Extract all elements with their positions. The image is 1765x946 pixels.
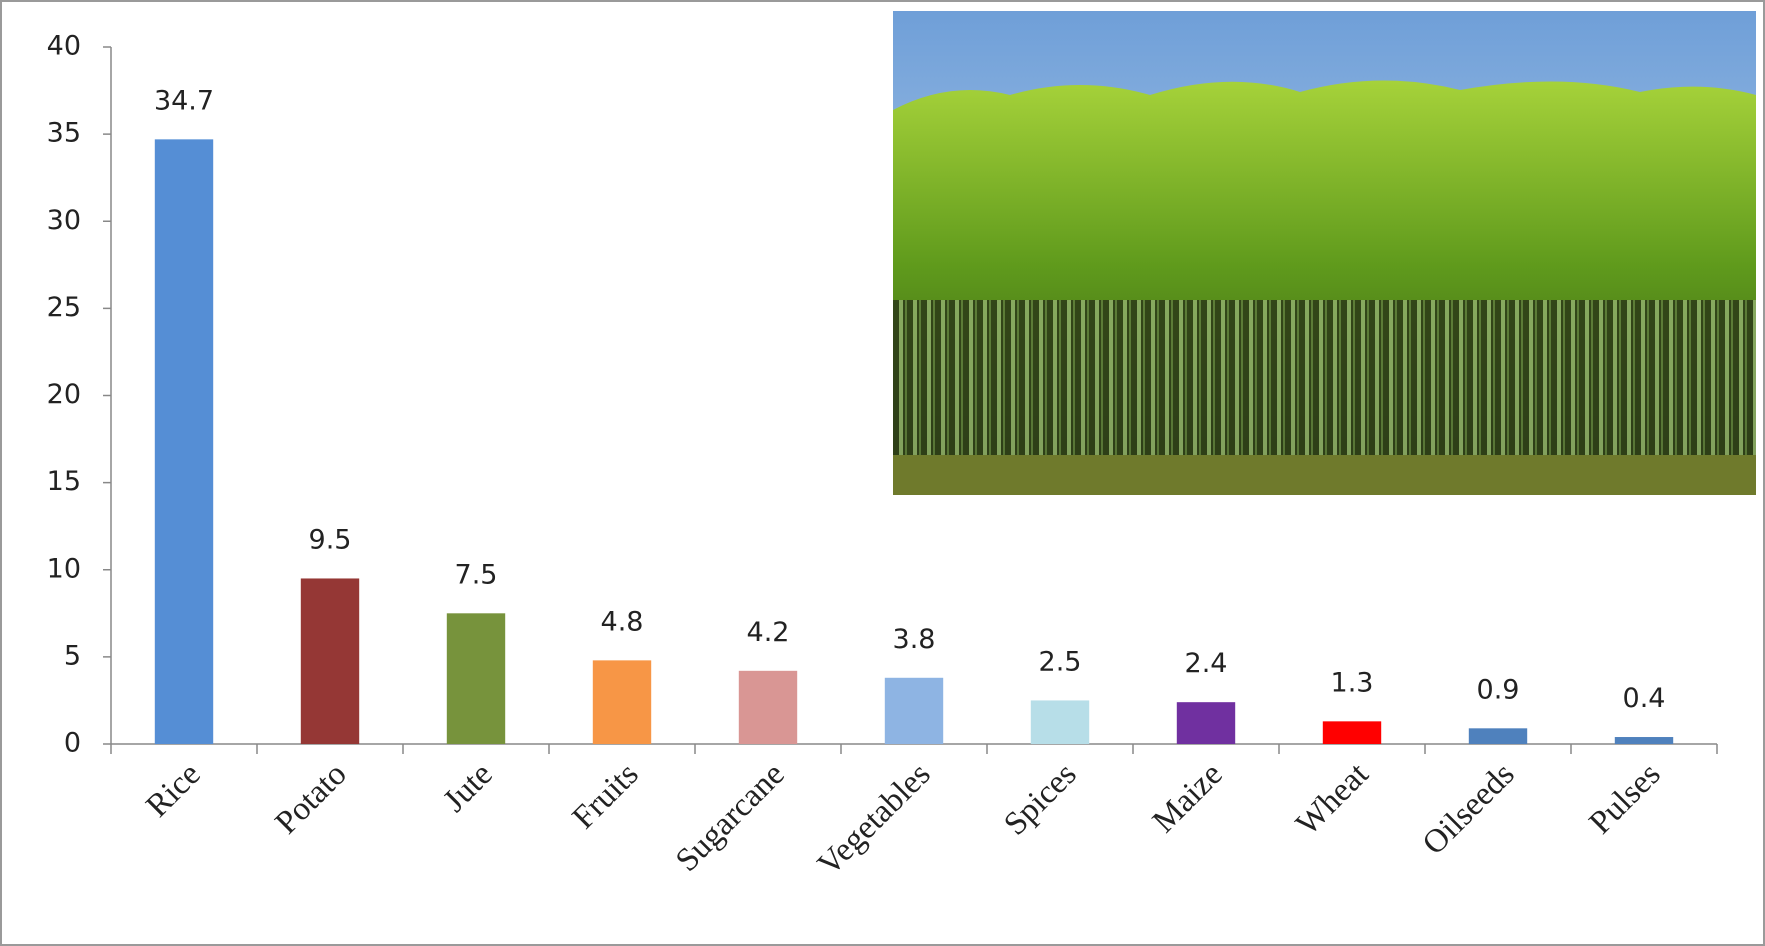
bar bbox=[1030, 700, 1090, 744]
x-tick-label: Spices bbox=[997, 756, 1083, 842]
x-tick-label: Potato bbox=[269, 756, 354, 841]
value-label: 4.2 bbox=[747, 617, 790, 648]
bar bbox=[592, 660, 652, 744]
x-tick-label: Vegetables bbox=[811, 756, 938, 883]
y-tick-label: 20 bbox=[47, 379, 81, 410]
value-label: 3.8 bbox=[893, 624, 936, 655]
value-label: 7.5 bbox=[455, 559, 498, 590]
y-tick-label: 5 bbox=[64, 640, 81, 671]
y-tick-label: 35 bbox=[47, 118, 81, 149]
bar bbox=[154, 139, 214, 745]
value-label: 0.9 bbox=[1477, 674, 1520, 705]
y-tick-label: 0 bbox=[64, 728, 81, 759]
x-tick-label: Rice bbox=[139, 756, 207, 824]
y-tick-label: 10 bbox=[47, 553, 81, 584]
bar bbox=[1614, 737, 1674, 744]
x-tick-label: Maize bbox=[1146, 756, 1230, 840]
y-tick-label: 25 bbox=[47, 292, 81, 323]
value-label: 9.5 bbox=[309, 524, 352, 555]
x-tick-label: Pulses bbox=[1583, 756, 1668, 841]
x-tick-label: Oilseeds bbox=[1416, 756, 1522, 862]
x-tick-label: Sugarcane bbox=[669, 756, 792, 879]
x-tick-label: Fruits bbox=[566, 756, 646, 836]
y-tick-label: 30 bbox=[47, 205, 81, 236]
value-label: 0.4 bbox=[1623, 683, 1666, 714]
value-label: 34.7 bbox=[154, 85, 214, 116]
bar bbox=[738, 670, 798, 744]
bar bbox=[1468, 728, 1528, 744]
photo bbox=[893, 11, 1756, 495]
bar bbox=[446, 613, 506, 744]
value-label: 4.8 bbox=[601, 606, 644, 637]
bar bbox=[1176, 702, 1236, 744]
value-label: 1.3 bbox=[1331, 667, 1374, 698]
x-tick-label: Jute bbox=[437, 756, 500, 819]
x-tick-label: Wheat bbox=[1289, 756, 1375, 842]
y-tick-label: 40 bbox=[47, 31, 81, 62]
value-label: 2.5 bbox=[1039, 646, 1082, 677]
bar bbox=[1322, 721, 1382, 744]
bar bbox=[884, 677, 944, 744]
value-label: 2.4 bbox=[1185, 648, 1228, 679]
y-tick-label: 15 bbox=[47, 466, 81, 497]
bar bbox=[300, 578, 360, 744]
